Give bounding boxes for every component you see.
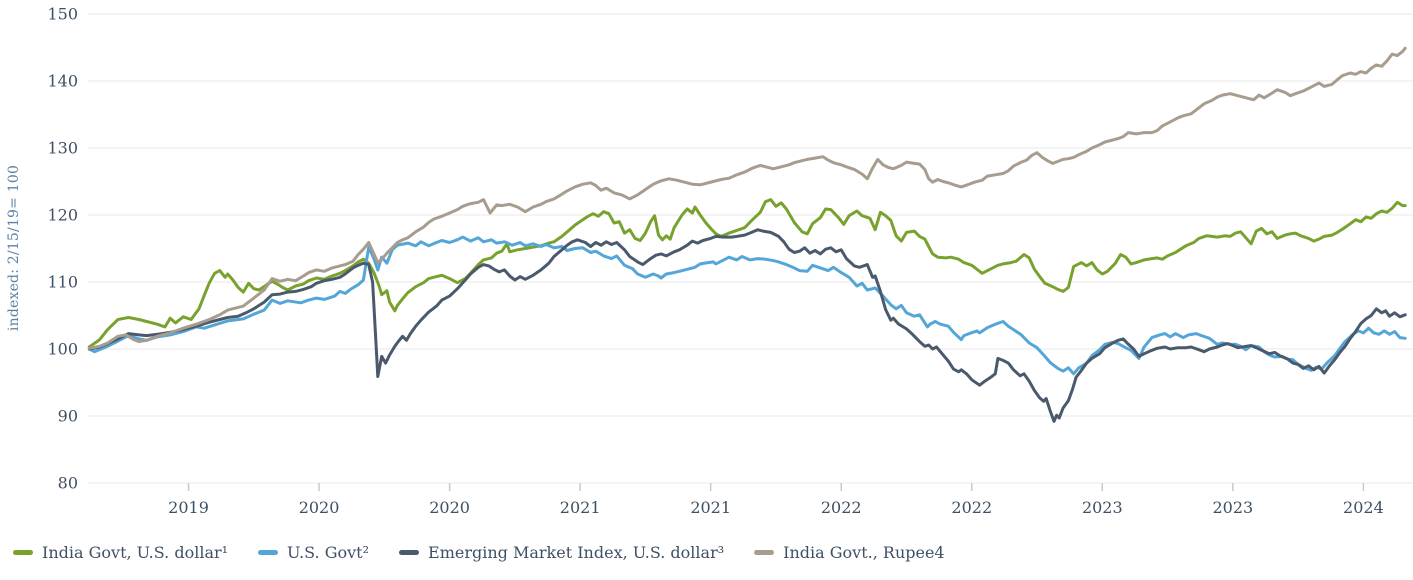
legend-item-india-govt-rupee: India Govt., Rupee4 (754, 543, 945, 562)
svg-text:140: 140 (47, 72, 78, 91)
svg-text:2023: 2023 (1212, 498, 1253, 517)
svg-text:2022: 2022 (821, 498, 862, 517)
svg-text:100: 100 (47, 340, 78, 359)
svg-text:2021: 2021 (690, 498, 731, 517)
svg-text:130: 130 (47, 139, 78, 158)
legend-item-us-govt: U.S. Govt² (258, 543, 369, 562)
legend-label: U.S. Govt² (287, 543, 370, 562)
legend: India Govt, U.S. dollar¹ U.S. Govt² Emer… (13, 543, 945, 562)
svg-text:110: 110 (47, 273, 78, 292)
svg-text:2020: 2020 (299, 498, 340, 517)
svg-text:2021: 2021 (560, 498, 601, 517)
svg-text:2019: 2019 (168, 498, 209, 517)
svg-text:150: 150 (47, 5, 78, 24)
svg-text:2022: 2022 (951, 498, 992, 517)
svg-text:120: 120 (47, 206, 78, 225)
legend-item-india-govt-usd: India Govt, U.S. dollar¹ (13, 543, 228, 562)
legend-swatch-india-govt-usd-icon (13, 550, 33, 555)
svg-text:2020: 2020 (429, 498, 470, 517)
legend-label: India Govt, U.S. dollar¹ (42, 543, 229, 562)
svg-text:2023: 2023 (1082, 498, 1123, 517)
legend-label: India Govt., Rupee4 (783, 543, 945, 562)
legend-swatch-india-govt-rupee-icon (754, 550, 775, 555)
svg-text:80: 80 (58, 474, 78, 493)
legend-label: Emerging Market Index, U.S. dollar³ (428, 543, 725, 562)
legend-swatch-us-govt-icon (258, 550, 279, 555)
legend-swatch-em-index-icon (399, 550, 420, 555)
svg-text:2024: 2024 (1343, 498, 1384, 517)
svg-text:90: 90 (58, 407, 78, 426)
legend-item-em-index: Emerging Market Index, U.S. dollar³ (399, 543, 724, 562)
